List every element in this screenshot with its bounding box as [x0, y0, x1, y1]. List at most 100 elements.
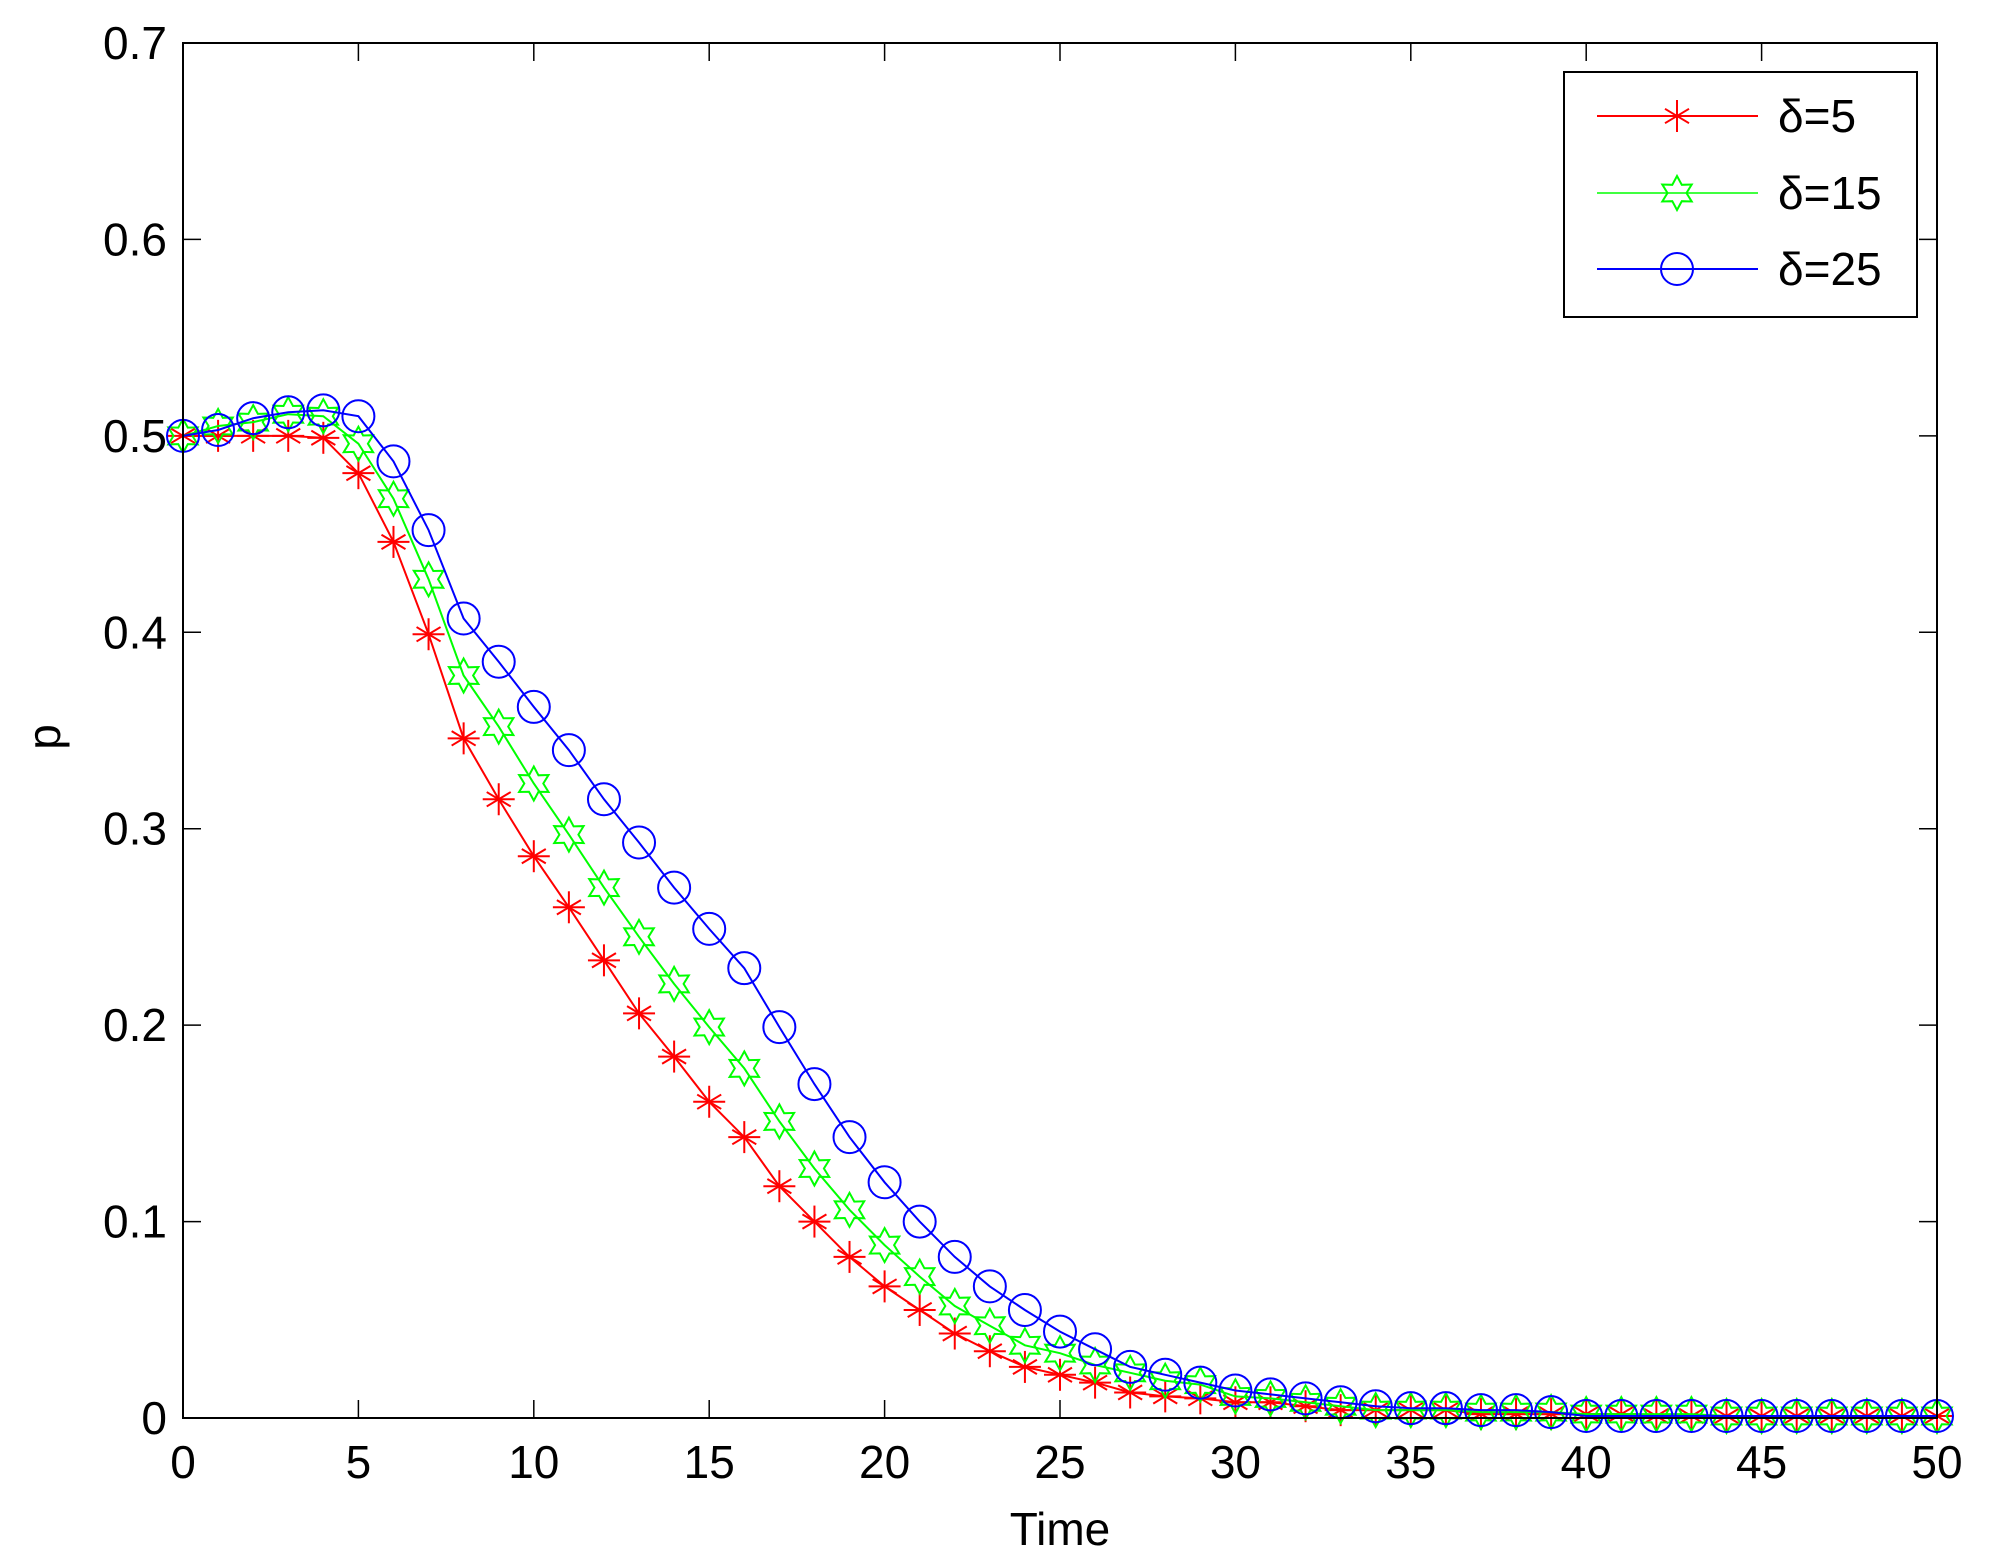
y-tick-labels: 0 0.1 0.2 0.3 0.4 0.5 0.6 0.7 — [103, 17, 167, 1444]
asterisk-marker — [552, 891, 585, 924]
circle-marker — [1428, 1391, 1463, 1426]
circle-marker — [1113, 1349, 1148, 1384]
circle-marker — [1253, 1377, 1288, 1412]
hexagram-marker — [797, 1149, 832, 1188]
legend-box — [1563, 71, 1918, 318]
hexagram-marker — [622, 917, 656, 956]
circle-marker — [1078, 1332, 1113, 1367]
hexagram-marker — [517, 764, 551, 803]
y-tick-label: 0.7 — [103, 17, 167, 69]
circle-marker — [1884, 1399, 1919, 1434]
circle-marker — [201, 412, 236, 447]
asterisk-marker — [763, 1170, 796, 1203]
series-line — [182, 409, 1937, 1417]
circle-marker — [902, 1204, 937, 1239]
legend: δ=5 δ=15 δ=25 — [1563, 71, 1918, 318]
x-axis-label: Time — [1010, 1503, 1111, 1555]
legend-item-delta-25: δ=25 — [1597, 243, 1882, 295]
circle-marker — [1007, 1292, 1042, 1327]
legend-item-delta-15: δ=15 — [1597, 167, 1882, 219]
asterisk-marker — [1661, 100, 1693, 132]
asterisk-marker-icon — [1661, 100, 1693, 132]
circle-marker — [516, 689, 551, 724]
circle-marker — [692, 911, 727, 946]
circle-marker — [551, 733, 586, 768]
circle-marker — [1043, 1314, 1077, 1349]
circle-marker — [1639, 1399, 1674, 1434]
hexagram-marker — [201, 406, 235, 446]
circle-marker — [937, 1239, 972, 1274]
circle-marker — [972, 1269, 1007, 1304]
series-group — [166, 393, 1954, 1436]
x-tick-label: 5 — [346, 1436, 372, 1488]
hexagram-marker — [1043, 1334, 1077, 1373]
asterisk-marker — [973, 1335, 1006, 1368]
circle-marker — [727, 951, 762, 986]
y-tick-label: 0 — [141, 1392, 167, 1444]
circle-marker — [586, 782, 621, 817]
x-tick-label: 45 — [1736, 1436, 1787, 1488]
circle-marker — [1709, 1399, 1744, 1434]
x-tick-label: 20 — [859, 1436, 910, 1488]
y-tick-label: 0.3 — [103, 803, 167, 855]
asterisk-marker — [728, 1121, 761, 1154]
circle-marker — [867, 1165, 902, 1200]
asterisk-marker — [587, 944, 620, 977]
circle-marker — [1744, 1399, 1779, 1434]
circle-marker — [1358, 1389, 1393, 1424]
legend-item-delta-5: δ=5 — [1597, 90, 1856, 142]
hexagram-marker — [411, 560, 446, 599]
circle-marker — [832, 1120, 867, 1155]
circle-marker — [1779, 1399, 1814, 1434]
hexagram-marker — [1008, 1326, 1042, 1365]
circle-marker — [271, 395, 306, 430]
hexagram-marker — [868, 1225, 902, 1265]
x-tick-label: 30 — [1210, 1436, 1261, 1488]
circle-marker — [1499, 1393, 1534, 1428]
y-tick-label: 0.5 — [103, 410, 167, 462]
hexagram-marker — [587, 868, 621, 907]
asterisk-marker — [1114, 1376, 1147, 1409]
circle-marker — [1393, 1391, 1428, 1426]
circle-marker-icon — [1660, 252, 1694, 286]
circle-marker — [762, 1010, 797, 1045]
x-tick-label: 50 — [1911, 1436, 1962, 1488]
asterisk-marker — [412, 618, 445, 651]
y-axis-label: p — [18, 724, 70, 750]
asterisk-marker — [903, 1293, 936, 1326]
circle-marker — [1288, 1381, 1323, 1416]
hexagram-marker — [1113, 1353, 1147, 1392]
x-tick-label: 15 — [684, 1436, 735, 1488]
asterisk-marker — [517, 840, 550, 873]
hexagram-marker — [482, 707, 516, 746]
y-tick-label: 0.1 — [103, 1196, 167, 1248]
circle-marker — [341, 399, 376, 434]
circle-marker — [306, 393, 341, 428]
circle-marker — [1674, 1399, 1709, 1434]
legend-label: δ=25 — [1778, 243, 1882, 295]
y-tick-label: 0.6 — [103, 213, 167, 265]
legend-label: δ=15 — [1778, 167, 1882, 219]
circle-marker — [1604, 1399, 1639, 1434]
y-tick-label: 0.2 — [103, 999, 167, 1051]
hexagram-marker — [727, 1049, 761, 1088]
circle-marker — [797, 1067, 832, 1102]
circle-marker — [1148, 1357, 1183, 1392]
axes-frame — [182, 42, 1938, 1419]
circle-marker — [481, 644, 516, 679]
hexagram-marker — [762, 1102, 796, 1141]
circle-marker — [376, 444, 411, 479]
hexagram-marker — [552, 815, 586, 854]
asterisk-marker — [833, 1240, 866, 1273]
circle-marker — [1463, 1393, 1498, 1428]
x-tick-labels: 0 5 10 15 20 25 30 35 40 45 50 — [170, 1436, 1962, 1488]
asterisk-marker — [482, 783, 515, 816]
x-tick-label: 10 — [508, 1436, 559, 1488]
asterisk-marker — [658, 1040, 691, 1073]
hexagram-marker — [938, 1286, 972, 1326]
y-tick-label: 0.4 — [103, 606, 167, 658]
circle-marker — [411, 513, 446, 548]
circle-marker — [446, 601, 481, 636]
circle-marker — [657, 870, 692, 905]
